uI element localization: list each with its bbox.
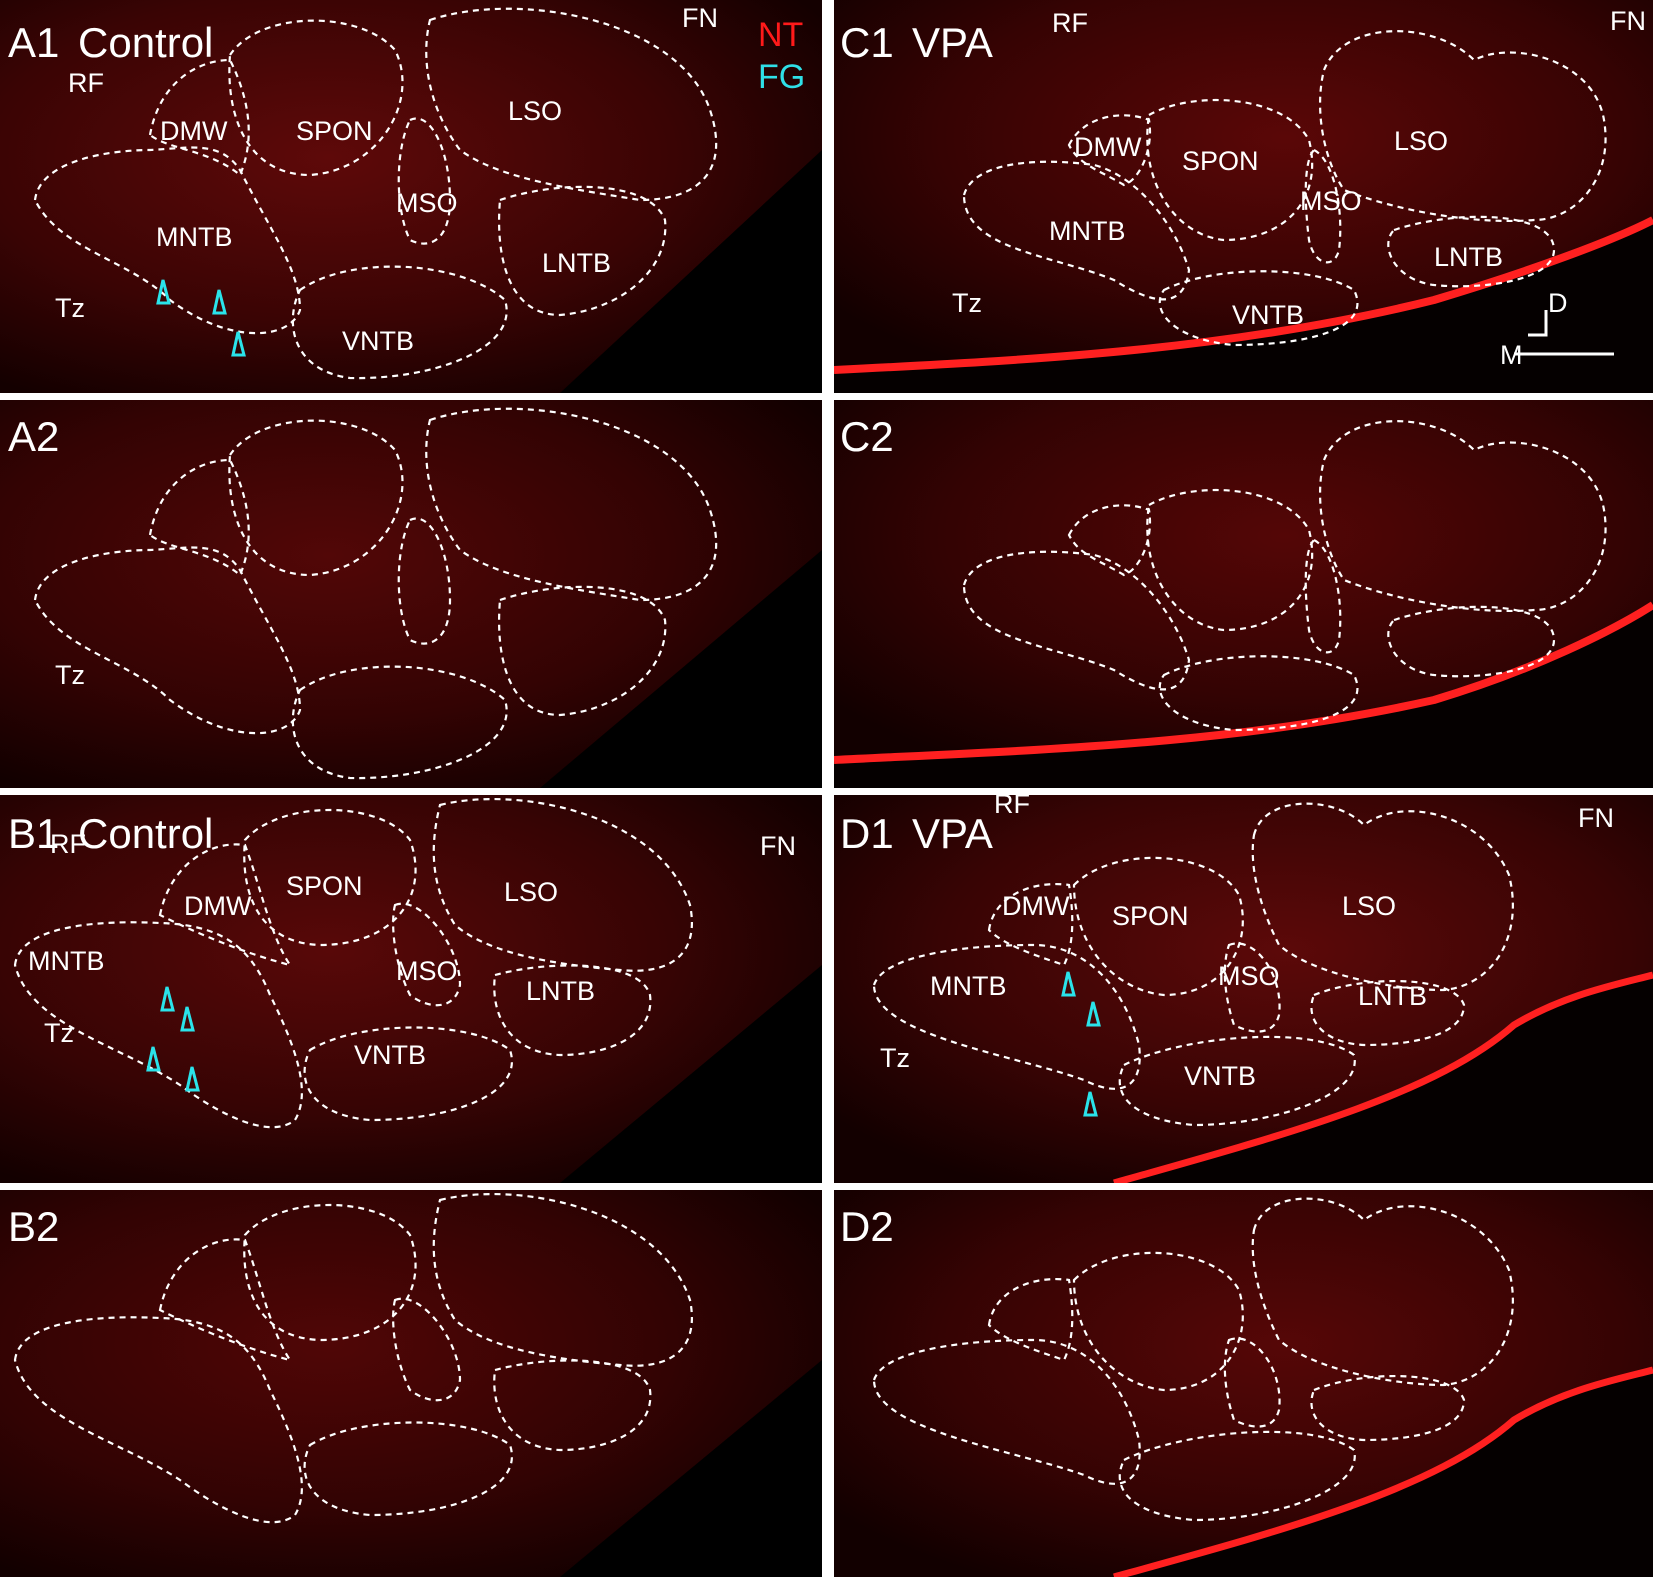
region-label-vntb: VNTB [1232, 300, 1305, 330]
region-label-dmw: DMW [1074, 132, 1142, 162]
region-label-mntb: MNTB [930, 971, 1007, 1001]
region-label-mso: MSO [396, 956, 458, 986]
panel-c1: C1 VPA RF FN DMW SPON LSO MSO MNTB LNTB … [834, 0, 1653, 393]
region-label-dmw: DMW [1002, 891, 1070, 921]
fluorescence-image-d2 [834, 1190, 1653, 1577]
region-label-fn: FN [682, 3, 718, 33]
region-label-lso: LSO [1394, 126, 1449, 156]
panel-a2: A2 Tz [0, 400, 822, 788]
region-label-mso: MSO [1300, 186, 1362, 216]
region-label-spon: SPON [1112, 901, 1189, 931]
region-label-spon: SPON [296, 116, 373, 146]
region-label-tz: Tz [44, 1018, 74, 1048]
panel-c2: C2 [834, 400, 1653, 788]
region-label-tz: Tz [880, 1043, 910, 1073]
region-label-fn: FN [1610, 6, 1646, 36]
region-label-lso: LSO [504, 877, 559, 907]
region-label-spon: SPON [286, 871, 363, 901]
region-label-mso: MSO [396, 188, 458, 218]
region-label-dmw: DMW [160, 116, 228, 146]
region-label-vntb: VNTB [342, 326, 415, 356]
panel-d2: D2 [834, 1190, 1653, 1577]
region-label-mntb: MNTB [1049, 216, 1126, 246]
orientation-d: D [1548, 288, 1568, 318]
region-label-rf: RF [1052, 8, 1088, 38]
region-label-fn: FN [760, 831, 796, 861]
fluorescence-image-a2 [0, 400, 822, 788]
nt-legend: NT [758, 16, 804, 54]
region-label-lntb: LNTB [1358, 981, 1428, 1011]
region-label-rf: RF [68, 68, 104, 98]
region-label-rf: RF [50, 829, 86, 859]
region-label-dmw: DMW [184, 891, 252, 921]
region-label-tz: Tz [55, 293, 85, 323]
group-label: Control [78, 19, 214, 66]
panel-label: A2 [8, 413, 60, 460]
fg-legend: FG [758, 58, 806, 96]
panel-b2: B2 [0, 1190, 822, 1577]
region-label-tz: Tz [952, 288, 982, 318]
region-label-rf: RF [994, 795, 1030, 819]
region-label-mso: MSO [1218, 961, 1280, 991]
panel-a1: A1 Control NT FG RF FN DMW SPON LSO MSO … [0, 0, 822, 393]
panel-b1: B1 Control RF FN DMW SPON LSO MSO MNTB L… [0, 795, 822, 1183]
region-label-lntb: LNTB [542, 248, 612, 278]
panel-d1: D1 VPA RF FN DMW SPON LSO MSO MNTB LNTB … [834, 795, 1653, 1183]
panel-label: C1 [840, 19, 894, 66]
region-label-mntb: MNTB [156, 222, 233, 252]
panel-label: D1 [840, 810, 894, 857]
region-label-vntb: VNTB [354, 1040, 427, 1070]
region-label-lso: LSO [508, 96, 563, 126]
panel-label: A1 [8, 19, 60, 66]
region-label-spon: SPON [1182, 146, 1259, 176]
region-label-lso: LSO [1342, 891, 1397, 921]
region-label-lntb: LNTB [1434, 242, 1504, 272]
region-label-mntb: MNTB [28, 946, 105, 976]
region-label-vntb: VNTB [1184, 1061, 1257, 1091]
orientation-m: M [1500, 340, 1523, 370]
group-label: Control [78, 810, 214, 857]
region-label-tz: Tz [55, 660, 85, 690]
panel-label: B2 [8, 1203, 60, 1250]
region-label-lntb: LNTB [526, 976, 596, 1006]
region-label-fn: FN [1578, 803, 1614, 833]
panel-label: C2 [840, 413, 894, 460]
fluorescence-image-b2 [0, 1190, 822, 1577]
group-label: VPA [912, 810, 993, 857]
panel-label: B1 [8, 810, 60, 857]
panel-label: D2 [840, 1203, 894, 1250]
fluorescence-image-c2 [834, 400, 1653, 788]
group-label: VPA [912, 19, 993, 66]
